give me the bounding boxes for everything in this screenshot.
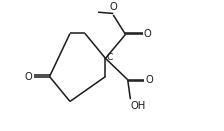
Text: O: O	[25, 72, 33, 82]
Text: C: C	[106, 53, 113, 62]
Text: O: O	[144, 29, 151, 39]
Text: O: O	[145, 75, 153, 85]
Text: OH: OH	[131, 101, 146, 111]
Text: O: O	[109, 2, 117, 12]
